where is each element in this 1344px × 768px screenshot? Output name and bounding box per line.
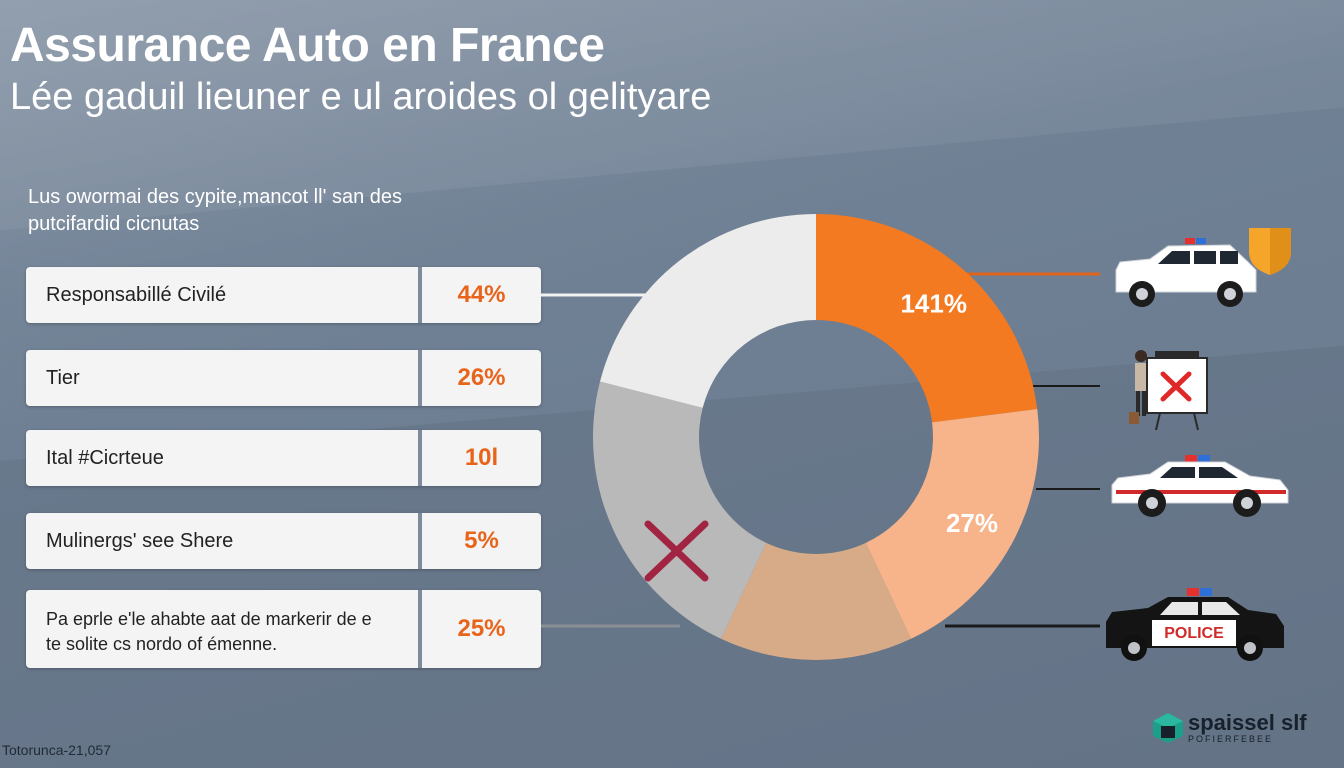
donut-slice xyxy=(593,381,767,639)
row-value: 44% xyxy=(457,281,506,308)
row-label: Ital #Cicrteue xyxy=(46,446,164,469)
police-car-icon xyxy=(1111,455,1289,517)
row-value: 10l xyxy=(464,444,499,471)
row-label-line-1: Pa eprle e'le ahabte aat de markerir de … xyxy=(46,609,372,629)
row-value: 5% xyxy=(464,527,499,554)
row-divider xyxy=(418,267,422,323)
intro-line-2: putcifardid cicnutas xyxy=(28,213,200,235)
logo-tagline: POFIERFEBEE xyxy=(1188,734,1274,744)
logo-name: spaissel slf xyxy=(1188,710,1307,735)
donut-slice xyxy=(816,214,1038,423)
table-row: Mulinergs' see Shere 5% xyxy=(26,513,541,569)
donut-slice xyxy=(600,214,816,408)
police-car-black-icon: POLICE xyxy=(1106,588,1284,661)
x-mark-icon xyxy=(644,520,709,582)
logo-icon xyxy=(1153,713,1183,743)
white-car-icon xyxy=(1115,238,1257,307)
donut-slice-label: 141% xyxy=(900,288,967,318)
row-label: Tier xyxy=(46,366,80,389)
donut-slices xyxy=(593,214,1039,660)
row-value: 25% xyxy=(457,615,506,642)
police-text: POLICE xyxy=(1164,625,1224,642)
intro-text: Lus owormai des cypite,mancot ll' san de… xyxy=(28,184,498,238)
row-divider xyxy=(418,350,422,406)
table-row: Tier 26% xyxy=(26,350,541,406)
table-row: Responsabillé Civilé 44% xyxy=(26,267,541,323)
row-label-line-2: te solite cs nordo of émenne. xyxy=(46,634,278,654)
row-label: Pa eprle e'le ahabte aat de markerir de … xyxy=(26,590,438,668)
rejected-board-icon xyxy=(1129,350,1208,431)
page-subtitle: Lée gaduil lieuner e ul aroides ol gelit… xyxy=(10,76,712,118)
intro-line-1: Lus owormai des cypite,mancot ll' san de… xyxy=(28,186,402,208)
donut-slice-labels: 141% 27% xyxy=(900,288,998,537)
page-title: Assurance Auto en France xyxy=(10,19,605,72)
row-divider xyxy=(418,430,422,486)
row-divider xyxy=(418,590,422,668)
brand-logo: spaissel slf POFIERFEBEE xyxy=(1152,712,1307,744)
donut-slice xyxy=(721,542,911,660)
row-value: 26% xyxy=(457,364,506,391)
row-label: Mulinergs' see Shere xyxy=(46,529,234,552)
shield-icon xyxy=(1249,228,1291,275)
table-row: Pa eprle e'le ahabte aat de markerir de … xyxy=(26,590,541,668)
row-divider xyxy=(418,513,422,569)
footer-text: Totorunca-21,057 xyxy=(2,742,111,758)
donut-slice xyxy=(865,409,1039,639)
row-label: Responsabillé Civilé xyxy=(46,283,227,306)
donut-slice-label: 27% xyxy=(946,508,998,538)
table-row: Ital #Cicrteue 10l xyxy=(26,430,541,486)
connector-lines xyxy=(541,272,1100,628)
